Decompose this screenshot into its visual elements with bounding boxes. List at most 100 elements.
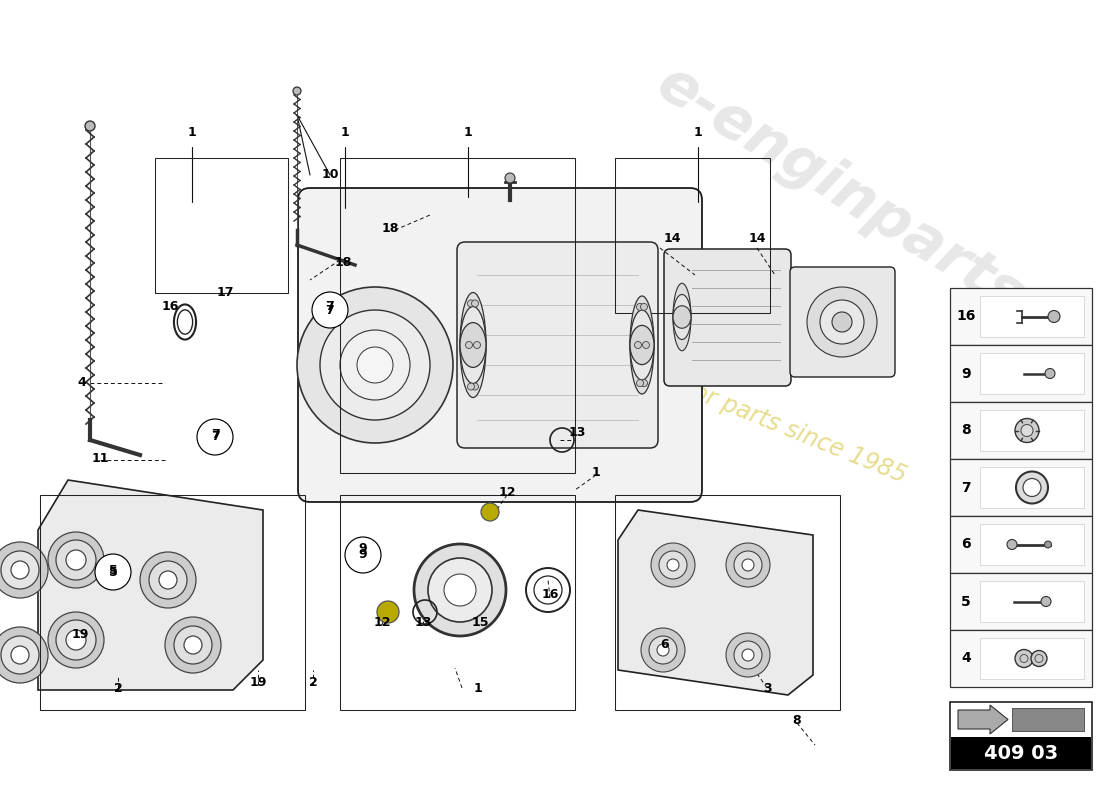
- Text: 7: 7: [210, 429, 219, 442]
- Circle shape: [468, 300, 474, 307]
- Circle shape: [66, 630, 86, 650]
- Circle shape: [1015, 418, 1040, 442]
- Circle shape: [742, 649, 754, 661]
- Text: 4: 4: [961, 651, 971, 666]
- Text: 1: 1: [188, 126, 197, 139]
- Bar: [980, 467, 1084, 508]
- Circle shape: [472, 300, 478, 307]
- Circle shape: [651, 543, 695, 587]
- Ellipse shape: [460, 293, 486, 398]
- Bar: [980, 524, 1084, 565]
- Text: 9: 9: [359, 542, 367, 554]
- Text: 4: 4: [78, 377, 87, 390]
- Bar: [950, 516, 1092, 573]
- Text: 8: 8: [793, 714, 801, 726]
- Bar: [980, 410, 1084, 451]
- Text: 9: 9: [961, 366, 971, 381]
- Text: a passion for parts since 1985: a passion for parts since 1985: [570, 332, 910, 488]
- Circle shape: [444, 574, 476, 606]
- Text: 1: 1: [463, 126, 472, 139]
- Bar: [950, 459, 1092, 516]
- Circle shape: [637, 303, 644, 310]
- FancyBboxPatch shape: [790, 267, 895, 377]
- FancyBboxPatch shape: [298, 188, 702, 502]
- Circle shape: [657, 644, 669, 656]
- Circle shape: [148, 561, 187, 599]
- Bar: [950, 288, 1092, 345]
- Text: 5: 5: [961, 594, 971, 609]
- Text: 6: 6: [961, 538, 971, 551]
- Circle shape: [465, 342, 473, 349]
- Circle shape: [659, 551, 688, 579]
- Ellipse shape: [673, 306, 691, 328]
- Text: 16: 16: [162, 301, 178, 314]
- Ellipse shape: [673, 283, 691, 350]
- Text: 15: 15: [471, 617, 488, 630]
- Bar: [950, 345, 1092, 402]
- Text: 19: 19: [72, 629, 89, 642]
- Circle shape: [414, 544, 506, 636]
- Circle shape: [345, 537, 381, 573]
- Polygon shape: [958, 705, 1008, 734]
- Circle shape: [184, 636, 202, 654]
- Circle shape: [340, 330, 410, 400]
- Circle shape: [48, 612, 104, 668]
- Text: 10: 10: [321, 169, 339, 182]
- Circle shape: [734, 641, 762, 669]
- Text: 8: 8: [961, 423, 971, 438]
- Text: 1: 1: [694, 126, 703, 139]
- Polygon shape: [39, 480, 263, 690]
- Bar: [340, 158, 575, 473]
- Circle shape: [505, 173, 515, 183]
- Text: 11: 11: [91, 451, 109, 465]
- Bar: [980, 353, 1084, 394]
- Circle shape: [140, 552, 196, 608]
- Circle shape: [1023, 478, 1041, 497]
- Text: 3: 3: [762, 682, 771, 694]
- Circle shape: [428, 558, 492, 622]
- Circle shape: [377, 601, 399, 623]
- Text: 5: 5: [109, 563, 118, 577]
- Circle shape: [742, 559, 754, 571]
- Text: 9: 9: [359, 549, 367, 562]
- Ellipse shape: [630, 310, 654, 380]
- Text: 13: 13: [415, 617, 431, 630]
- Text: 1: 1: [474, 682, 483, 694]
- Circle shape: [473, 342, 481, 349]
- Circle shape: [832, 312, 852, 332]
- Circle shape: [667, 559, 679, 571]
- Circle shape: [481, 503, 499, 521]
- Circle shape: [0, 627, 48, 683]
- Bar: [950, 702, 1092, 770]
- Circle shape: [11, 561, 29, 579]
- Circle shape: [468, 383, 474, 390]
- Circle shape: [358, 347, 393, 383]
- Bar: [952, 737, 1091, 769]
- Circle shape: [1045, 369, 1055, 378]
- Text: 409 03: 409 03: [983, 744, 1058, 763]
- Circle shape: [293, 87, 301, 95]
- Circle shape: [807, 287, 877, 357]
- Bar: [950, 402, 1092, 459]
- Circle shape: [726, 633, 770, 677]
- Circle shape: [1016, 471, 1048, 503]
- Text: 12: 12: [373, 617, 390, 630]
- Text: 7: 7: [326, 301, 334, 314]
- FancyBboxPatch shape: [664, 249, 791, 386]
- Circle shape: [174, 626, 212, 664]
- Circle shape: [1015, 650, 1033, 667]
- Bar: [40, 495, 305, 710]
- Ellipse shape: [673, 294, 691, 339]
- Bar: [980, 581, 1084, 622]
- Circle shape: [1048, 310, 1060, 322]
- Circle shape: [165, 617, 221, 673]
- Bar: [980, 296, 1084, 337]
- Text: 6: 6: [661, 638, 669, 651]
- Text: 1: 1: [592, 466, 601, 478]
- Circle shape: [1006, 539, 1018, 550]
- Circle shape: [640, 380, 648, 386]
- Text: 16: 16: [541, 589, 559, 602]
- Text: e-enginparts: e-enginparts: [647, 54, 1034, 326]
- Circle shape: [640, 303, 648, 310]
- Circle shape: [734, 551, 762, 579]
